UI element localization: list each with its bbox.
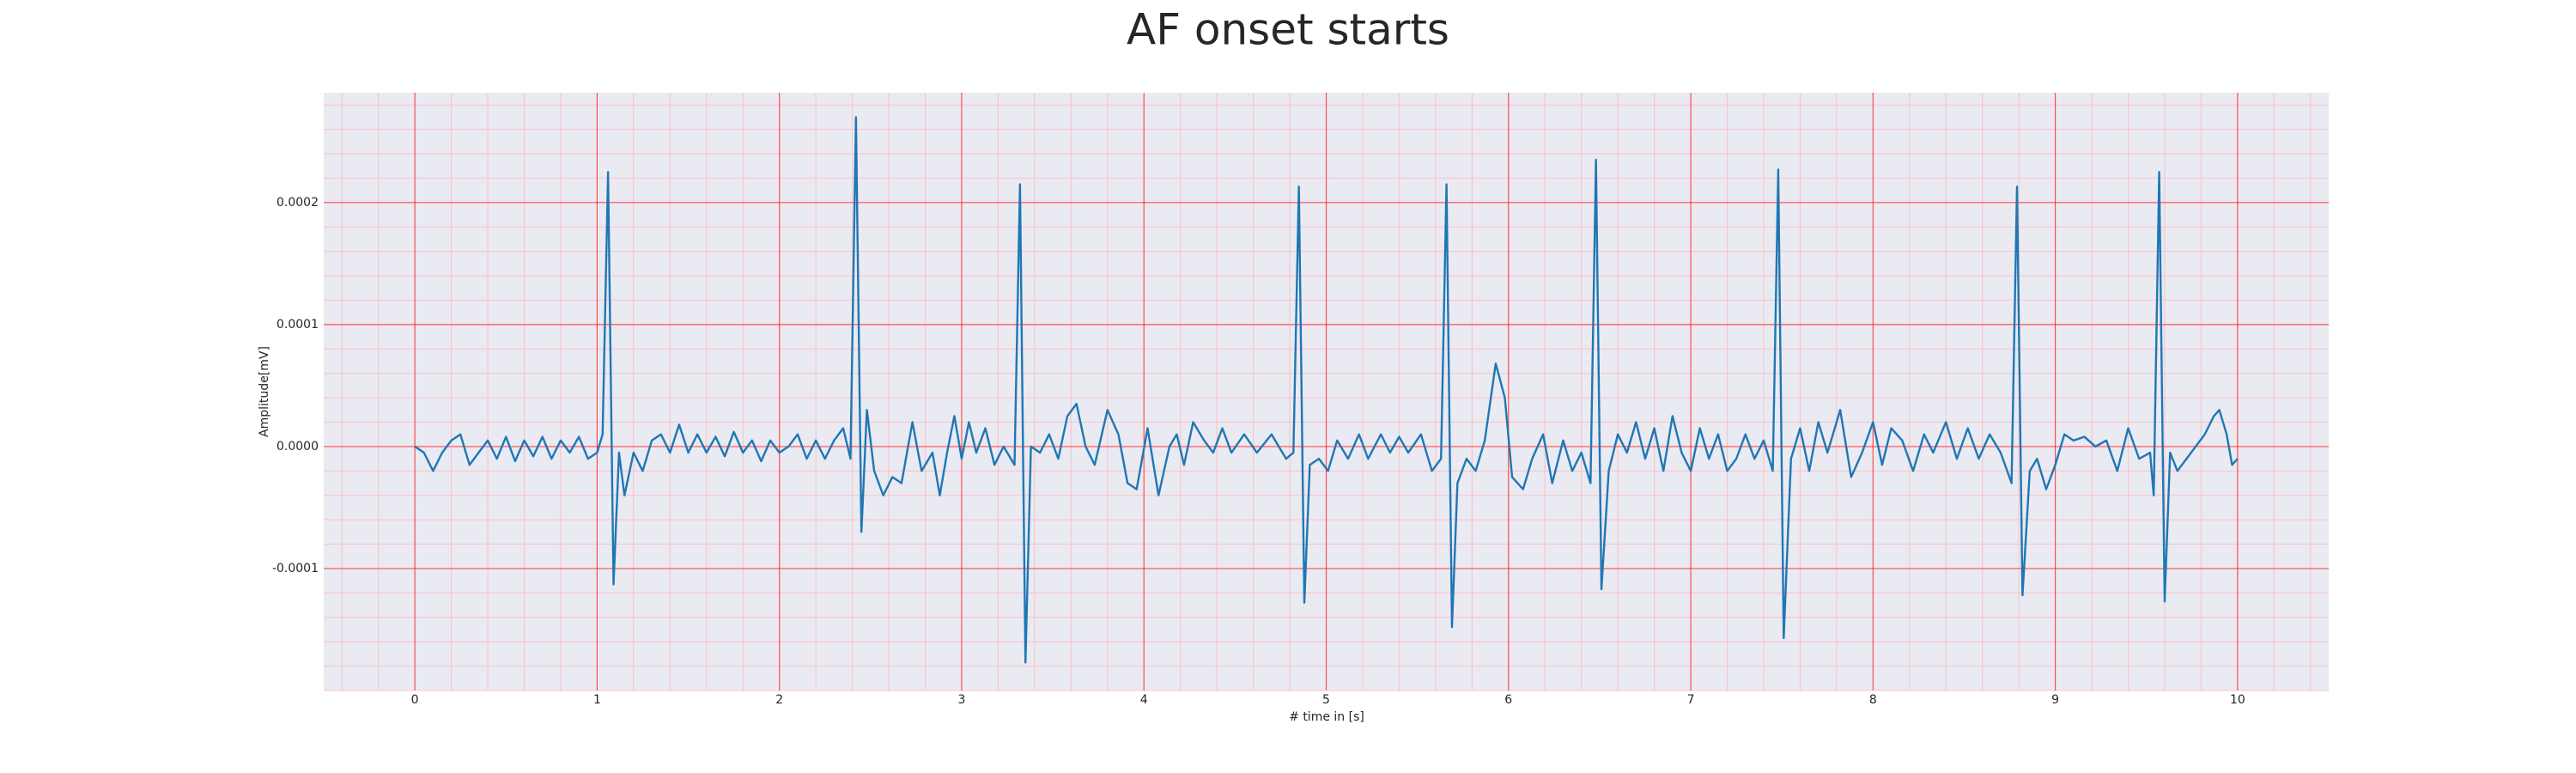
x-tick-label: 6	[1504, 693, 1512, 707]
x-tick-label: 2	[775, 693, 783, 707]
y-tick-label: 0.0002	[276, 196, 319, 210]
y-axis-label: Amplitude[mV]	[258, 346, 271, 437]
y-tick-label: 0.0001	[276, 318, 319, 332]
x-tick-label: 5	[1322, 693, 1330, 707]
x-tick-label: 8	[1869, 693, 1877, 707]
x-tick-label: 7	[1687, 693, 1695, 707]
x-tick-label: 4	[1140, 693, 1148, 707]
chart-title: AF onset starts	[1127, 5, 1449, 55]
x-axis-label: # time in [s]	[1289, 710, 1364, 724]
x-tick-label: 9	[2051, 693, 2059, 707]
x-tick-label: 0	[411, 693, 419, 707]
y-tick-label: -0.0001	[272, 562, 319, 575]
x-tick-label: 10	[2230, 693, 2245, 707]
grid	[324, 93, 2329, 691]
x-tick-label: 3	[957, 693, 965, 707]
y-tick-label: 0.0000	[276, 440, 319, 453]
x-tick-label: 1	[593, 693, 601, 707]
signal-line	[414, 116, 2239, 664]
